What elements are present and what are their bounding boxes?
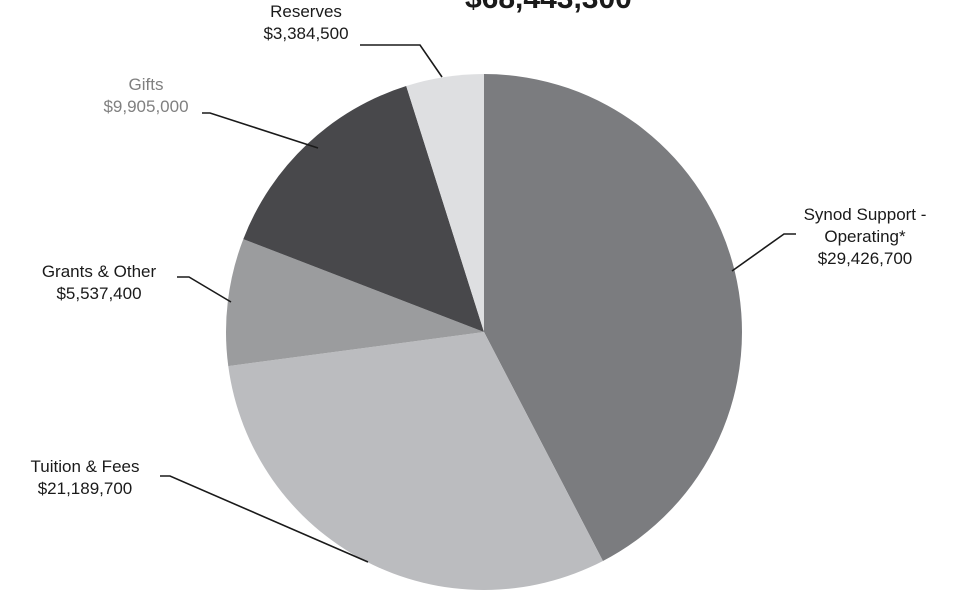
slice-value-label-grants-other: $5,537,400 (56, 284, 141, 303)
slice-value-label-reserves: $3,384,500 (263, 24, 348, 43)
slice-value-label-gifts: $9,905,000 (103, 97, 188, 116)
slice-name-label-synod-support-operating: Synod Support - (804, 205, 927, 224)
slice-name-label-gifts: Gifts (129, 75, 164, 94)
slice-name-label-grants-other: Grants & Other (42, 262, 157, 281)
slice-name-label-reserves: Reserves (270, 2, 342, 21)
leader-lines (160, 44, 796, 563)
leader-line-reserves (360, 44, 443, 78)
pie-slice-gifts (243, 86, 484, 332)
leader-line-gifts (202, 112, 319, 149)
slice-value-label-synod-support-operating: $29,426,700 (818, 249, 913, 268)
leader-line-tuition-fees (160, 475, 369, 563)
slice-name-label-synod-support-operating: Operating* (824, 227, 906, 246)
pie-slices (226, 74, 742, 590)
pie-slice-synod-support-operating (484, 74, 742, 561)
leader-line-synod-support-operating (731, 233, 796, 272)
pie-slice-tuition-fees (228, 332, 603, 590)
slice-value-label-tuition-fees: $21,189,700 (38, 479, 133, 498)
leader-line-grants-other (177, 276, 232, 303)
slice-name-label-tuition-fees: Tuition & Fees (31, 457, 140, 476)
chart-title-fragment: $68,443,300 (465, 0, 632, 15)
slice-labels: Synod Support - Operating* $29,426,700 Tuit… (31, 2, 927, 498)
pie-slice-grants-other (226, 239, 485, 367)
pie-slice-reserves (406, 74, 484, 332)
